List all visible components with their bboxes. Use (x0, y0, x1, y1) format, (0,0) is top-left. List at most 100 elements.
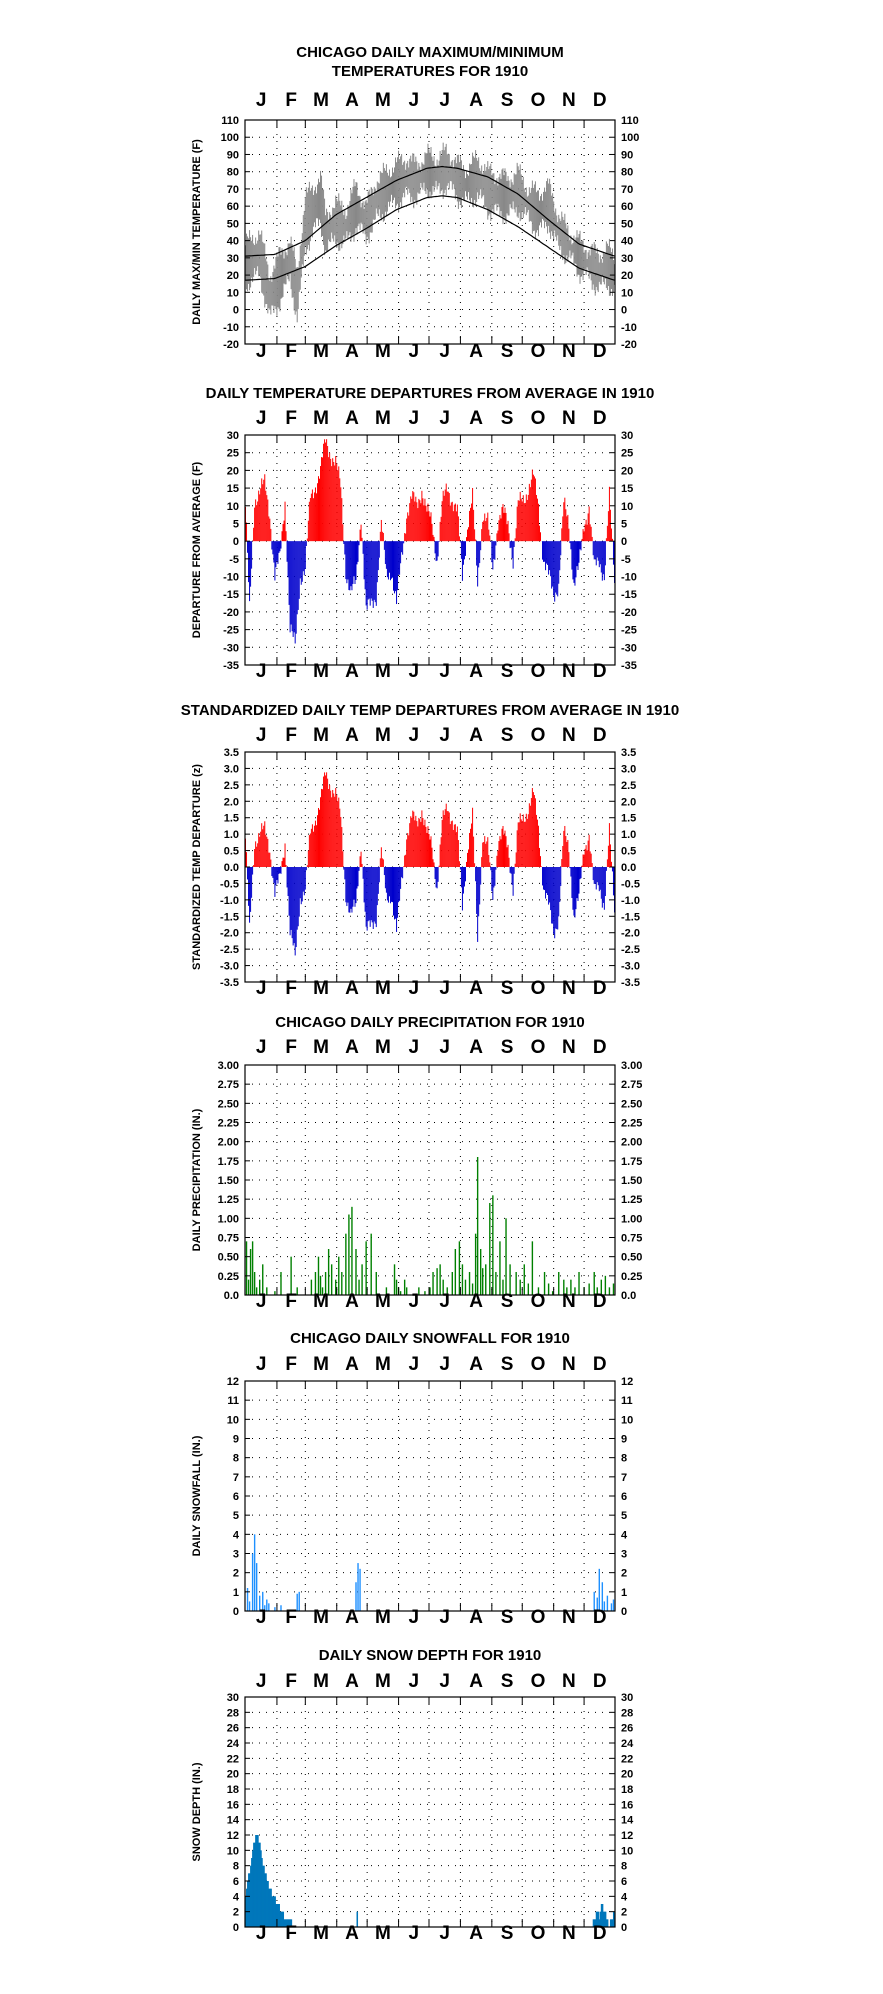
month-label-bottom: M (313, 978, 329, 999)
snow-depth-bar (271, 1896, 273, 1927)
y-tick-label-right: -25 (621, 625, 637, 637)
snow-depth-bar (356, 1911, 359, 1927)
y-tick-label-right: 30 (621, 253, 633, 265)
y-tick-label-left: 24 (227, 1738, 240, 1750)
snow-depth-bar (593, 1919, 596, 1927)
y-tick-label-left: -15 (223, 589, 239, 601)
snow-depth-bar (592, 1919, 595, 1927)
y-tick-label-right: 26 (621, 1723, 633, 1735)
snow-depth-bar (269, 1888, 271, 1927)
snow-depth-bar (249, 1873, 251, 1927)
month-label-bottom: M (313, 1607, 329, 1628)
month-label-bottom: S (501, 341, 514, 362)
snow-depth-bar (610, 1919, 613, 1927)
y-tick-label-right: 1.25 (621, 1194, 642, 1206)
month-label-top: J (408, 1354, 419, 1375)
y-tick-label-right: 0 (621, 305, 627, 317)
y-tick-label-left: 3 (233, 1549, 239, 1561)
y-tick-label-right: 1 (621, 1587, 627, 1599)
month-label-bottom: S (501, 978, 514, 999)
y-tick-label-right: 12 (621, 1830, 633, 1842)
y-tick-label-right: 2 (621, 1568, 627, 1580)
y-tick-label-right: 20 (621, 465, 633, 477)
chart-title: CHICAGO DAILY SNOWFALL FOR 1910 (290, 1330, 570, 1347)
month-label-bottom: A (345, 1923, 359, 1944)
month-label-bottom: D (593, 661, 607, 682)
month-label-top: J (408, 1037, 419, 1058)
month-label-top: F (285, 408, 297, 429)
snow-depth-bar (602, 1911, 605, 1927)
y-tick-label-right: 100 (621, 132, 639, 144)
y-tick-label-right: 0.50 (621, 1252, 642, 1264)
snow-depth-bar (596, 1911, 599, 1927)
month-label-top: J (256, 1354, 267, 1375)
snow-depth-bar (255, 1835, 257, 1927)
month-label-bottom: A (469, 1291, 483, 1312)
plot-frame (244, 1696, 616, 1928)
y-tick-label-left: 0 (233, 536, 239, 548)
y-tick-label-right: 9 (621, 1434, 627, 1446)
snow-depth-bar (290, 1919, 293, 1927)
y-tick-label-left: 2.50 (218, 1098, 239, 1110)
month-label-bottom: O (531, 978, 546, 999)
snow-depth-bar (265, 1873, 267, 1927)
y-tick-label-left: 2 (233, 1907, 239, 1919)
month-label-bottom: N (562, 341, 576, 362)
y-tick-label-right: 16 (621, 1799, 633, 1811)
chart-panel-6: DAILY SNOW DEPTH FOR 1910 SNOW DEPTH (IN.… (191, 1647, 634, 1944)
normal-max-line (245, 165, 615, 257)
y-tick-label-right: 1.5 (621, 813, 636, 825)
y-tick-label-left: 20 (227, 465, 239, 477)
month-label-top: N (562, 90, 576, 111)
y-tick-label-right: 4 (621, 1891, 628, 1903)
month-label-top: F (285, 1671, 297, 1692)
month-label-bottom: J (439, 1607, 450, 1628)
y-tick-label-right: 1.00 (621, 1213, 642, 1225)
month-label-top: O (531, 725, 546, 746)
month-label-top: M (313, 1354, 329, 1375)
month-label-bottom: F (285, 1607, 297, 1628)
snow-depth-bar (609, 1919, 612, 1927)
month-label-bottom: A (345, 341, 359, 362)
y-tick-label-left: 20 (227, 270, 239, 282)
y-tick-label-left: 30 (227, 253, 239, 265)
y-tick-label-right: 6 (621, 1491, 627, 1503)
month-label-top: J (408, 1671, 419, 1692)
y-tick-label-left: 80 (227, 167, 239, 179)
y-tick-label-left: 2.0 (224, 796, 239, 808)
y-tick-label-left: -25 (223, 625, 239, 637)
month-label-top: S (501, 1037, 514, 1058)
y-tick-label-left: 1.0 (224, 829, 239, 841)
month-label-bottom: J (256, 1607, 267, 1628)
y-tick-label-left: 5 (233, 518, 239, 530)
month-label-bottom: J (408, 341, 419, 362)
y-tick-label-left: 3.00 (218, 1060, 239, 1072)
snow-depth-bar (259, 1842, 261, 1927)
y-tick-label-right: 20 (621, 1769, 633, 1781)
y-tick-label-right: 1.50 (621, 1175, 642, 1187)
month-label-top: N (562, 1354, 576, 1375)
month-label-top: N (562, 1671, 576, 1692)
month-label-bottom: S (501, 1607, 514, 1628)
y-tick-label-right: 60 (621, 201, 633, 213)
y-axis-label: DAILY SNOWFALL (IN.) (191, 1435, 203, 1556)
y-tick-label-left: 2.25 (218, 1118, 239, 1130)
month-label-top: D (593, 408, 607, 429)
y-tick-label-right: 20 (621, 270, 633, 282)
plot-frame (244, 119, 616, 345)
y-tick-label-right: 6 (621, 1876, 627, 1888)
month-label-bottom: M (375, 661, 391, 682)
month-label-top: D (593, 1354, 607, 1375)
month-label-bottom: M (375, 1923, 391, 1944)
month-label-bottom: J (439, 1923, 450, 1944)
month-label-top: J (408, 90, 419, 111)
month-label-bottom: F (285, 341, 297, 362)
y-tick-label-right: 28 (621, 1707, 633, 1719)
month-label-bottom: S (501, 1291, 514, 1312)
plot-frame (244, 1380, 616, 1612)
y-tick-label-left: 50 (227, 218, 239, 230)
snow-depth-bar (606, 1919, 609, 1927)
month-label-bottom: F (285, 1923, 297, 1944)
y-tick-label-right: 10 (621, 287, 633, 299)
